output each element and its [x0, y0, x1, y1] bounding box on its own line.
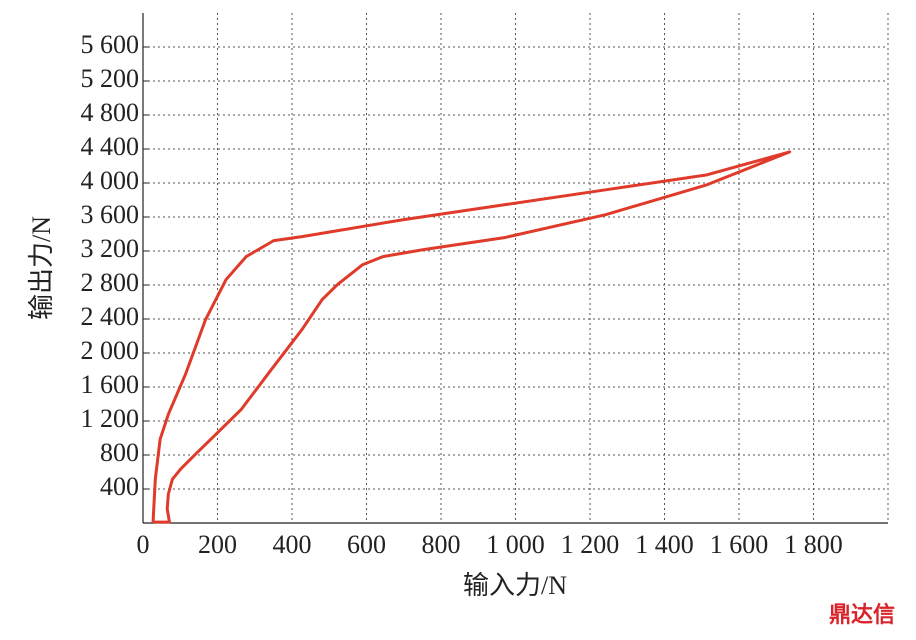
watermark: 鼎达信 [829, 602, 895, 628]
x-tick-label: 1 800 [784, 530, 843, 559]
x-tick-label: 0 [137, 530, 150, 559]
x-axis-label: 输入力/N [463, 571, 567, 600]
y-tick-label: 5 200 [81, 64, 140, 93]
y-tick-label: 5 600 [81, 30, 140, 59]
y-tick-label: 2 000 [81, 336, 140, 365]
x-tick-label: 1 600 [710, 530, 769, 559]
y-tick-label: 3 600 [81, 200, 140, 229]
x-tick-label: 200 [198, 530, 237, 559]
y-tick-label: 1 600 [81, 370, 140, 399]
y-tick-label: 4 400 [81, 132, 140, 161]
x-tick-label: 1 200 [561, 530, 620, 559]
x-tick-label: 1 400 [635, 530, 694, 559]
y-tick-label: 2 400 [81, 302, 140, 331]
y-tick-label: 4 800 [81, 98, 140, 127]
y-tick-label: 400 [100, 472, 139, 501]
y-tick-label: 1 200 [81, 404, 140, 433]
y-tick-label: 3 200 [81, 234, 140, 263]
x-tick-label: 400 [273, 530, 312, 559]
data-line [151, 150, 792, 524]
x-tick-label: 800 [422, 530, 461, 559]
y-tick-label: 800 [100, 438, 139, 467]
x-tick-label: 1 000 [486, 530, 545, 559]
x-tick-label: 600 [347, 530, 386, 559]
y-tick-label: 4 000 [81, 166, 140, 195]
y-axis-label: 输出力/N [27, 216, 56, 320]
y-tick-label: 2 800 [81, 268, 140, 297]
